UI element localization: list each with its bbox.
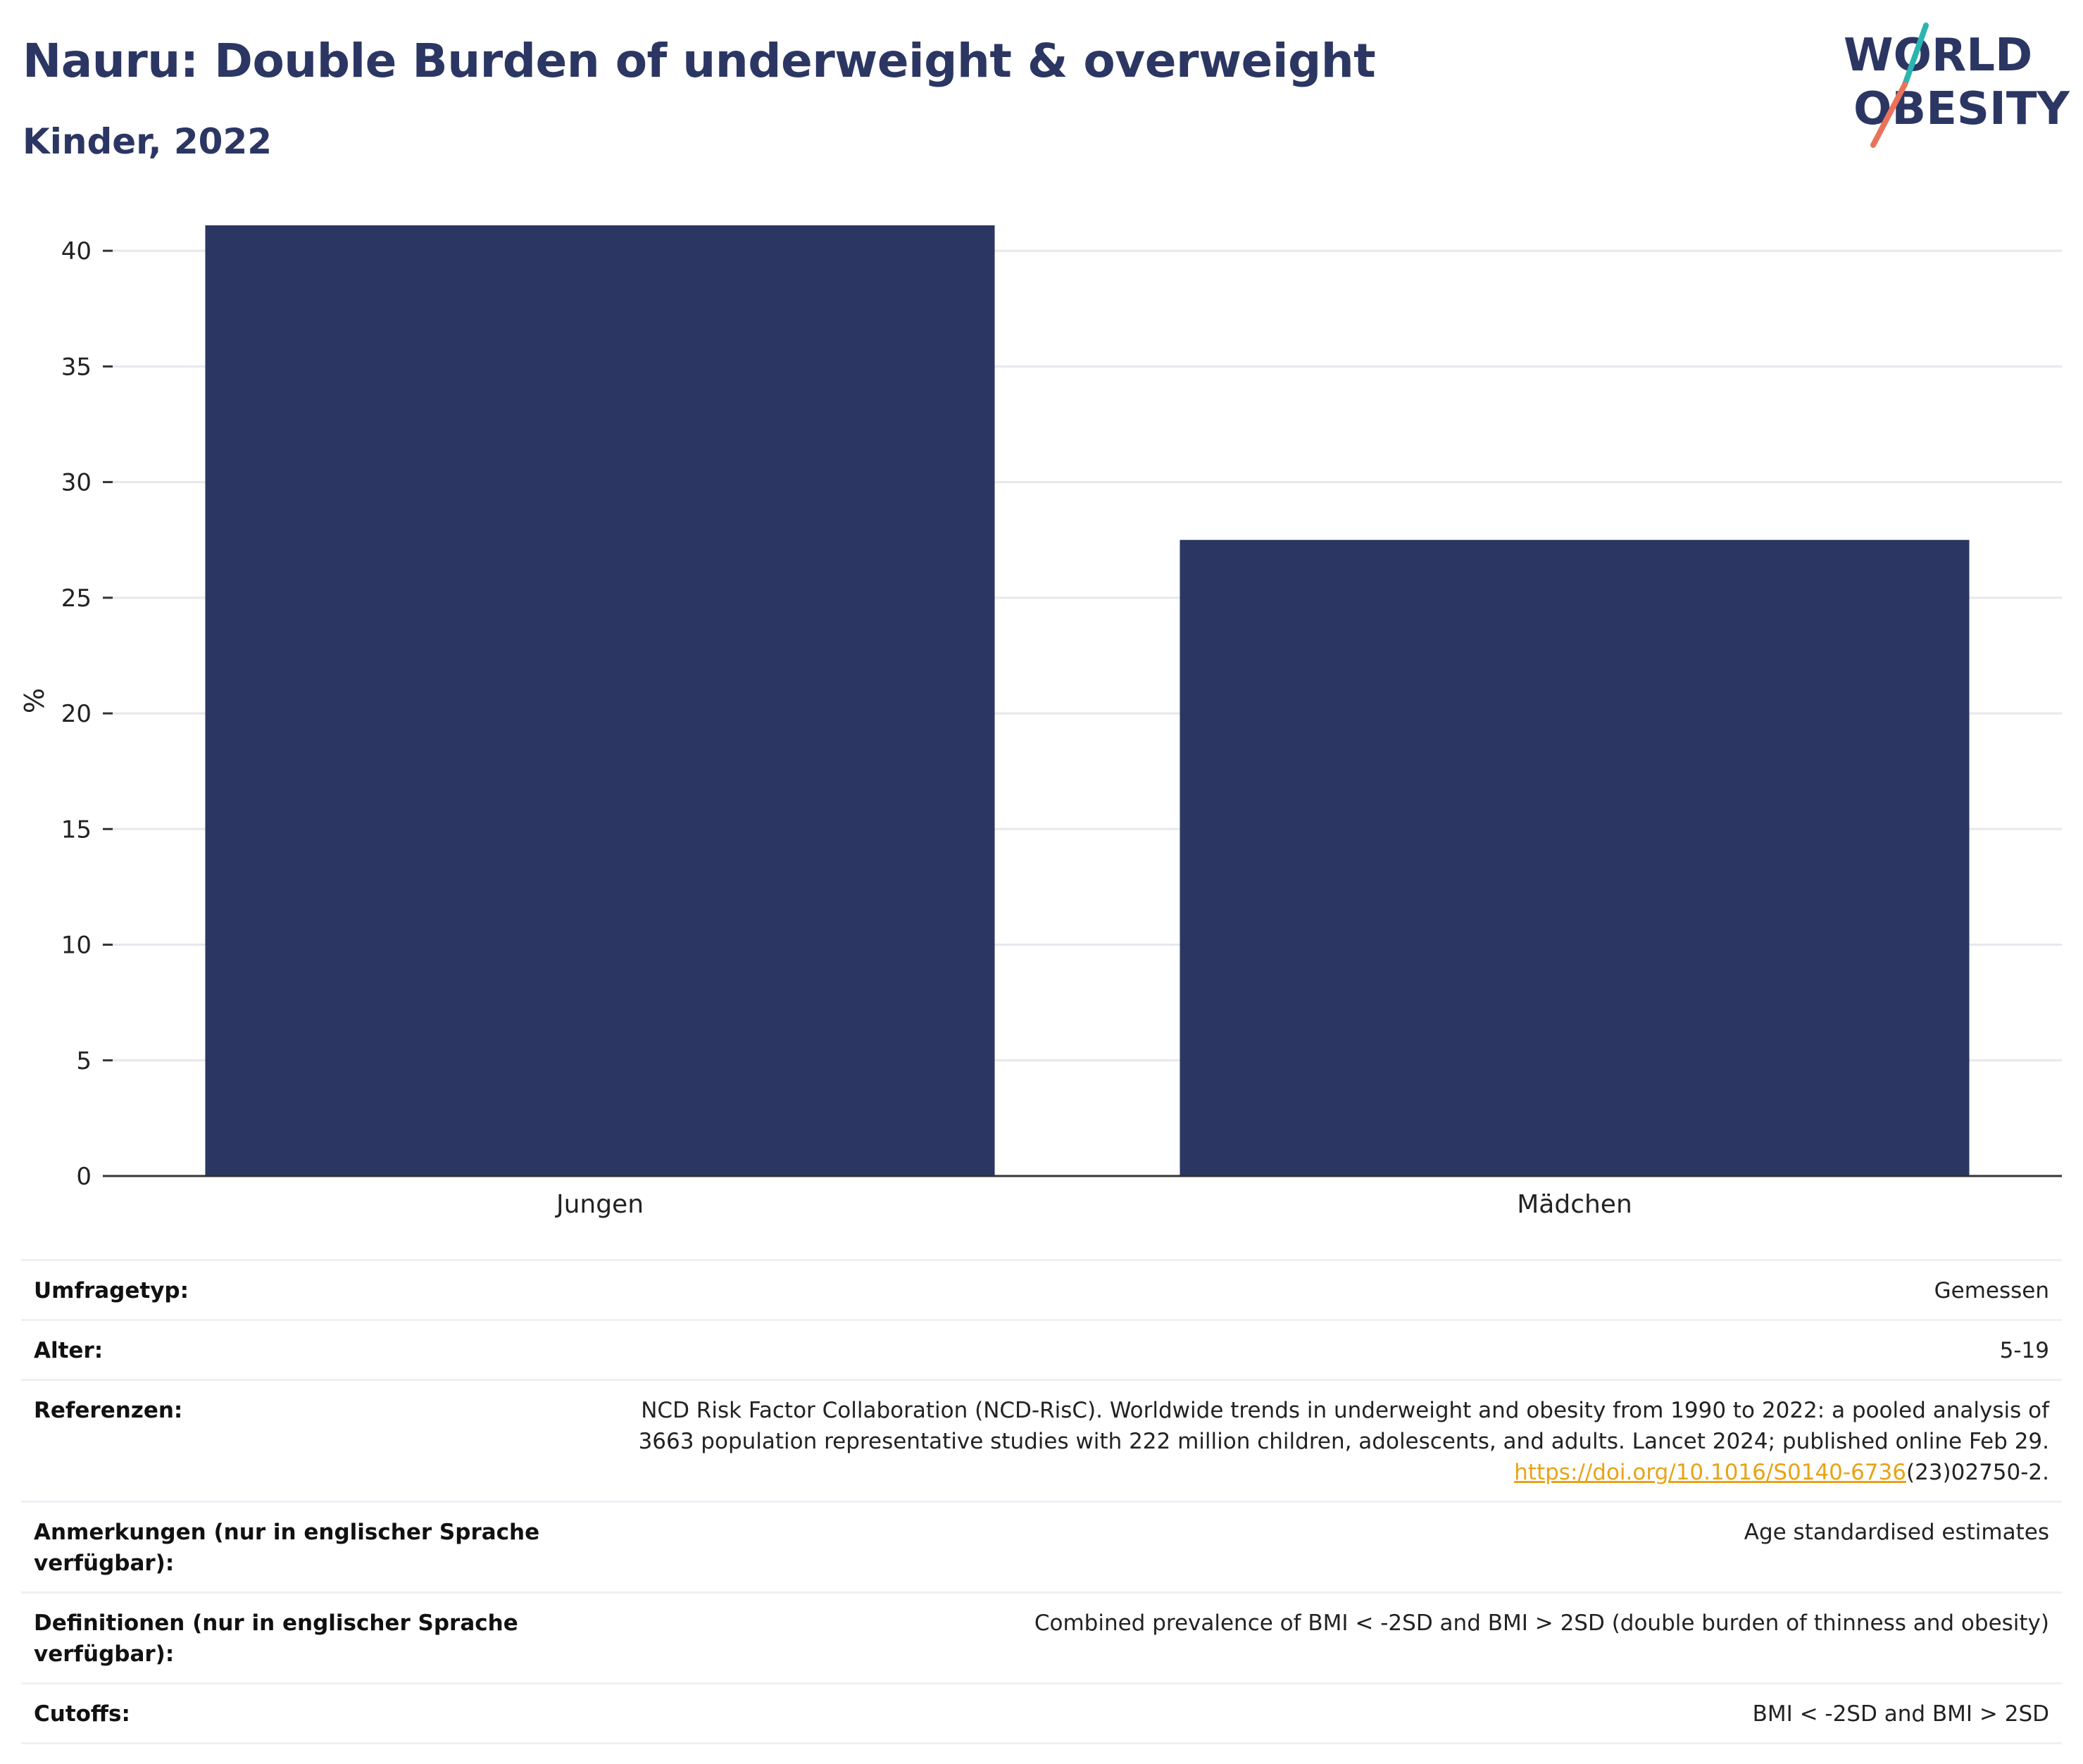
logo-slash-bottom <box>1870 82 1908 148</box>
info-label: Definitionen (nur in englischer Sprache … <box>34 1610 518 1667</box>
info-value: BMI < -2SD and BMI > 2SD <box>1752 1701 2049 1727</box>
info-value: 5-19 <box>1999 1338 2049 1363</box>
bar-0[interactable] <box>205 225 995 1176</box>
bars <box>205 225 1970 1176</box>
y-tick-label: 15 <box>61 815 92 844</box>
info-value: NCD Risk Factor Collaboration (NCD-RisC)… <box>639 1395 2049 1488</box>
info-row-cutoffs: Cutoffs: BMI < -2SD and BMI > 2SD <box>21 1682 2062 1744</box>
info-row-definitions: Definitionen (nur in englischer Sprache … <box>21 1591 2062 1682</box>
chart-title: Nauru: Double Burden of underweight & ov… <box>23 34 1376 88</box>
reference-line-3: https://doi.org/10.1016/S0140-6736(23)02… <box>639 1457 2049 1488</box>
y-tick-label: 5 <box>76 1047 92 1075</box>
info-label: Anmerkungen (nur in englischer Sprache v… <box>34 1520 540 1576</box>
y-axis-ticks: 0 5 10 15 20 25 30 35 40 <box>61 237 113 1191</box>
bar-chart: 0 5 10 15 20 25 30 35 40 Jungen Mädchen % <box>19 225 2062 1219</box>
info-label: Referenzen: <box>34 1398 183 1423</box>
y-tick-label: 35 <box>61 353 92 381</box>
info-label: Cutoffs: <box>34 1701 130 1727</box>
doi-link[interactable]: https://doi.org/10.1016/S0140-6736 <box>1514 1460 1906 1485</box>
y-tick-label: 40 <box>61 237 92 265</box>
reference-line-1: NCD Risk Factor Collaboration (NCD-RisC)… <box>641 1398 2049 1423</box>
info-value: Combined prevalence of BMI < -2SD and BM… <box>1034 1610 2049 1636</box>
y-tick-label: 10 <box>61 932 92 960</box>
doi-suffix: (23)02750-2. <box>1906 1460 2049 1485</box>
info-row-references: Referenzen: NCD Risk Factor Collaboratio… <box>21 1379 2062 1501</box>
info-label: Umfragetyp: <box>34 1278 189 1303</box>
y-axis-title: % <box>19 688 50 713</box>
x-category-label: Mädchen <box>1517 1190 1632 1219</box>
x-axis-labels: Jungen Mädchen <box>555 1190 1632 1219</box>
info-row-age: Alter: 5-19 <box>21 1319 2062 1379</box>
info-value: Age standardised estimates <box>1744 1520 2049 1545</box>
y-tick-label: 30 <box>61 469 92 497</box>
info-row-survey-type: Umfragetyp: Gemessen <box>21 1259 2062 1319</box>
chart-subtitle: Kinder, 2022 <box>23 121 273 162</box>
logo-slash-top <box>1902 23 1929 87</box>
y-tick-label: 25 <box>61 584 92 613</box>
x-category-label: Jungen <box>555 1190 644 1219</box>
reference-line-2: 3663 population representative studies w… <box>638 1429 2049 1454</box>
y-tick-label: 20 <box>61 700 92 728</box>
bar-1[interactable] <box>1180 539 1970 1176</box>
logo-text-obesity: OBESITY <box>1853 83 2070 135</box>
y-tick-label: 0 <box>76 1163 92 1191</box>
info-value: Gemessen <box>1934 1278 2049 1303</box>
info-label: Alter: <box>34 1338 104 1363</box>
logo-text-world: WORLD <box>1844 30 2032 82</box>
info-row-notes: Anmerkungen (nur in englischer Sprache v… <box>21 1501 2062 1591</box>
info-table: Umfragetyp: Gemessen Alter: 5-19 Referen… <box>21 1259 2062 1744</box>
world-obesity-logo: WORLD OBESITY <box>1844 23 2070 148</box>
